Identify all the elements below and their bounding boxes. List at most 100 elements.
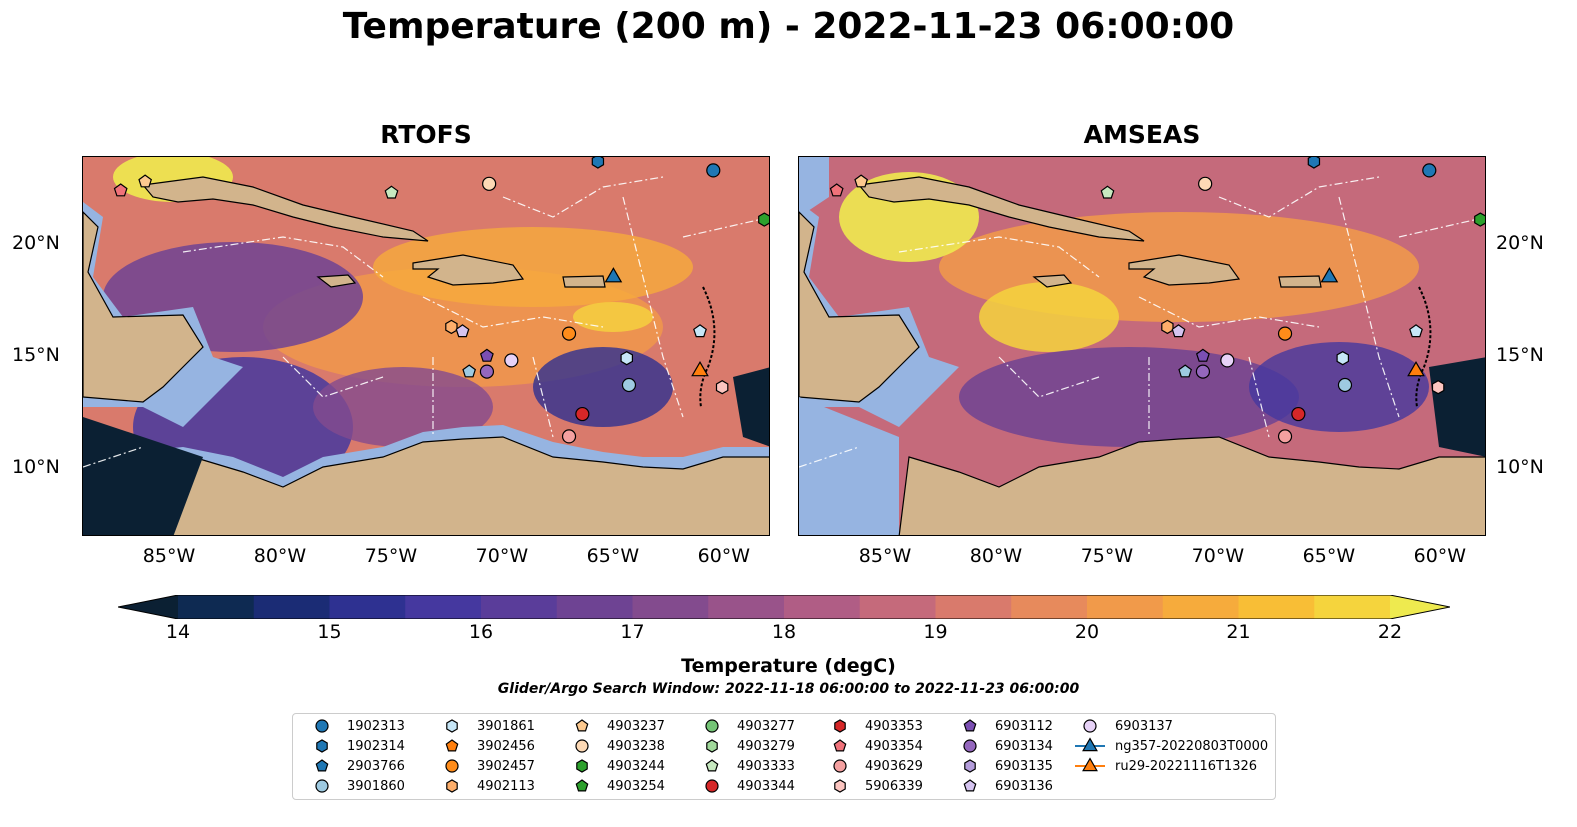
colorbar-segment [1314,595,1391,619]
legend-marker [575,719,589,732]
legend-entry: 4903353 [823,716,923,736]
station-marker[interactable] [1307,157,1321,169]
legend-marker [963,779,977,792]
pacific-ocean [83,417,203,535]
station-marker[interactable] [1195,348,1210,362]
legend-entry: 3901861 [435,716,535,736]
legend-label: 6903136 [995,778,1053,794]
station-marker[interactable] [1220,353,1235,368]
legend-marker [964,759,976,773]
colorbar-segment [935,595,1012,619]
colorbar-tick-label: 18 [771,621,797,643]
legend-marker [705,779,719,793]
legend-label: 4903629 [865,758,923,774]
station-marker[interactable] [384,185,399,199]
legend-label: 4903254 [607,778,665,794]
station-marker[interactable] [1198,176,1213,191]
puerto-rico-land [1278,275,1322,288]
colorbar-tick-label: 17 [620,621,645,643]
legend-label: ru29-20221116T1326 [1115,758,1258,774]
station-marker[interactable] [1407,361,1425,377]
legend-entry: ng357-20220803T0000 [1073,736,1268,756]
station-marker[interactable] [561,429,577,444]
station-marker[interactable] [1277,429,1293,444]
station-marker[interactable] [621,377,637,393]
legend-label: 4903354 [865,738,923,754]
station-marker[interactable] [706,163,721,178]
south-america-land [83,436,769,535]
station-marker[interactable] [482,176,497,191]
legend-label: 4903353 [865,718,923,734]
lon-tick-label: 85°W [142,545,196,567]
legend-entry: 3902457 [435,756,535,776]
station-marker[interactable] [693,324,707,338]
legend-marker [705,759,719,772]
legend-entry: 1902314 [305,736,405,756]
legend-entry: ru29-20221116T1326 [1073,756,1257,776]
station-marker[interactable] [1195,364,1211,379]
lon-tick-label: 80°W [253,545,307,567]
lat-tick-label: 15°N [1496,344,1544,367]
legend-entry: 4903354 [823,736,923,756]
cool-water-patch [959,347,1299,447]
atlantic-cold-water [1429,357,1485,457]
station-marker[interactable] [1171,324,1186,338]
station-marker[interactable] [1100,185,1115,199]
jamaica-land [316,274,357,288]
station-marker[interactable] [561,326,577,341]
colorbar-tick-label: 19 [923,621,948,643]
legend-entry: 3902456 [435,736,535,756]
station-marker[interactable] [575,406,590,422]
legend-label: 3901860 [347,778,405,794]
station-marker[interactable] [462,364,477,378]
station-marker[interactable] [691,361,709,377]
station-marker[interactable] [1474,212,1486,227]
colorbar-segment [253,595,330,619]
legend-entry: 4903244 [565,756,665,776]
legend-marker [315,759,329,772]
station-marker[interactable] [1409,324,1423,338]
station-marker[interactable] [1178,364,1193,378]
warm-water-patch [373,227,693,307]
marker-legend: 1902313 1902314 2903766 3901860 3901861 39024… [292,713,1276,800]
station-marker[interactable] [1161,319,1174,335]
station-marker[interactable] [829,183,844,197]
station-marker[interactable] [1320,267,1339,283]
legend-entry: 4903237 [565,716,665,736]
map-panel-rtofs[interactable] [82,156,770,536]
lon-tick-label: 60°W [1413,545,1467,567]
station-marker[interactable] [620,351,634,366]
station-markers [113,157,770,444]
legend-label: 3901861 [477,718,535,734]
station-marker[interactable] [138,174,153,188]
station-marker[interactable] [715,380,729,395]
map-panel-amseas[interactable] [798,156,1486,536]
station-marker[interactable] [113,183,128,197]
lat-tick-label: 10°N [1496,455,1544,478]
station-marker[interactable] [479,348,494,362]
colorbar-segment [632,595,709,619]
station-marker[interactable] [1277,326,1293,341]
legend-marker [1083,719,1097,733]
station-marker[interactable] [1431,380,1445,395]
colorbar-extend-high [1390,595,1450,619]
station-marker[interactable] [854,174,869,188]
station-marker[interactable] [1291,406,1306,422]
station-marker[interactable] [591,157,605,169]
colorbar-tick-label: 20 [1074,621,1100,643]
gulf-shelf [799,157,829,217]
legend-label: 1902313 [347,718,405,734]
station-marker[interactable] [758,212,770,227]
station-marker[interactable] [1336,351,1350,366]
legend-label: 6903112 [995,718,1053,734]
station-marker[interactable] [504,353,519,368]
colorbar [118,595,1450,619]
station-marker[interactable] [445,319,458,335]
map-canvas-rtofs [83,157,770,535]
legend-marker [316,739,328,753]
station-marker[interactable] [479,364,495,379]
station-marker[interactable] [1422,163,1437,178]
station-marker[interactable] [455,324,470,338]
station-marker[interactable] [1337,377,1353,393]
station-marker[interactable] [604,267,623,283]
